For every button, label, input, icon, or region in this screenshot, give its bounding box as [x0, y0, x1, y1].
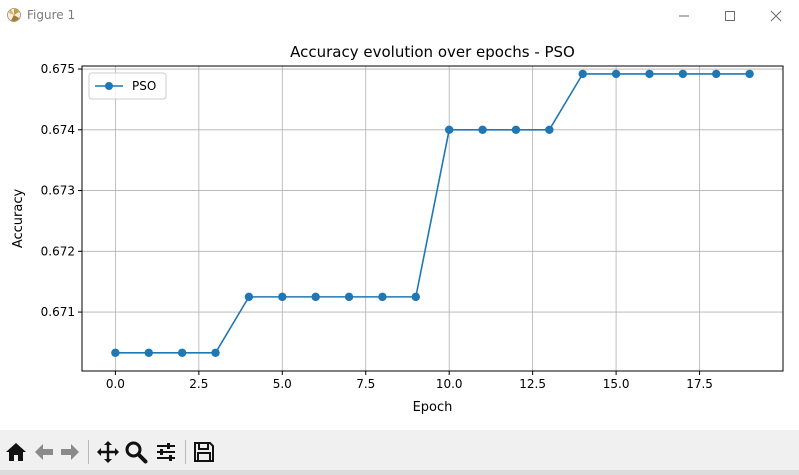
x-tick-label: 15.0 [603, 377, 630, 391]
legend-marker-sample [105, 82, 113, 90]
y-tick-label: 0.671 [41, 305, 75, 319]
x-axis-label: Epoch [413, 400, 453, 415]
data-point [444, 125, 454, 134]
minimize-button[interactable] [661, 0, 707, 32]
x-tick-label: 12.5 [519, 377, 546, 391]
series-lines [115, 73, 750, 354]
home-button[interactable] [2, 438, 30, 466]
accuracy-chart: 0.0 2.5 5.0 7.5 10.0 12.5 15.0 17.5 0.671 0.672 0.… [11, 43, 784, 415]
x-tick-label: 10.0 [436, 377, 463, 391]
data-point [111, 348, 120, 357]
x-tick-label: 2.5 [189, 377, 208, 391]
x-tick-label: 17.5 [686, 377, 713, 391]
toolbar-separator [88, 440, 89, 464]
axes-frame [81, 65, 784, 372]
zoom-button[interactable] [122, 438, 150, 466]
data-point [378, 292, 387, 302]
data-point [678, 69, 688, 79]
forward-arrow-icon [61, 444, 79, 460]
data-point [311, 292, 320, 302]
close-button[interactable] [753, 0, 799, 32]
window-titlebar: Figure 1 [0, 0, 799, 32]
x-tick-label: 0.0 [106, 377, 125, 391]
data-point [645, 69, 654, 79]
x-tick-label: 5.0 [273, 377, 292, 391]
matplotlib-app-icon [7, 8, 21, 22]
maximize-icon [725, 11, 735, 21]
figure-canvas[interactable]: 0.0 2.5 5.0 7.5 10.0 12.5 15.0 17.5 0.671 0.672 0.… [0, 32, 799, 430]
pan-button[interactable] [94, 438, 122, 466]
data-point [611, 69, 621, 79]
data-point [745, 69, 754, 79]
configure-subplots-icon [157, 443, 175, 461]
data-point [344, 292, 354, 302]
y-tick-label: 0.672 [41, 244, 75, 258]
bottom-border [0, 470, 799, 475]
axis-ticks: 0.0 2.5 5.0 7.5 10.0 12.5 15.0 17.5 0.671 0.672 0.… [41, 62, 713, 391]
data-point [211, 348, 220, 357]
save-icon [194, 442, 214, 462]
series-line-pso [115, 73, 750, 354]
maximize-button[interactable] [707, 0, 753, 32]
y-tick-label: 0.673 [41, 184, 75, 198]
data-point [511, 125, 521, 134]
data-point [712, 69, 721, 79]
data-point [478, 125, 487, 134]
data-point [278, 292, 287, 302]
data-point [578, 69, 587, 79]
grid-lines [82, 66, 783, 371]
y-tick-label: 0.674 [41, 123, 75, 137]
pan-icon [97, 441, 119, 463]
window-title: Figure 1 [27, 8, 76, 22]
forward-button[interactable] [56, 438, 84, 466]
save-button[interactable] [190, 438, 218, 466]
data-point [144, 348, 153, 357]
home-icon [6, 443, 26, 461]
minimize-icon [679, 15, 689, 17]
back-button[interactable] [30, 438, 58, 466]
data-point [177, 348, 187, 357]
back-arrow-icon [35, 444, 53, 460]
series-markers [111, 69, 754, 357]
x-tick-label: 7.5 [356, 377, 375, 391]
data-point [545, 125, 554, 134]
legend: PSO [88, 72, 167, 100]
close-icon [770, 10, 782, 22]
chart-title: Accuracy evolution over epochs - PSO [290, 43, 575, 61]
data-point [244, 292, 254, 302]
y-axis-label: Accuracy [11, 189, 26, 249]
navigation-toolbar [0, 430, 799, 475]
legend-box [88, 72, 167, 100]
toolbar-separator [185, 440, 186, 464]
configure-subplots-button[interactable] [152, 438, 180, 466]
data-point [411, 292, 421, 302]
legend-entry-label: PSO [132, 79, 156, 93]
zoom-icon [125, 441, 148, 464]
y-tick-label: 0.675 [41, 62, 75, 76]
